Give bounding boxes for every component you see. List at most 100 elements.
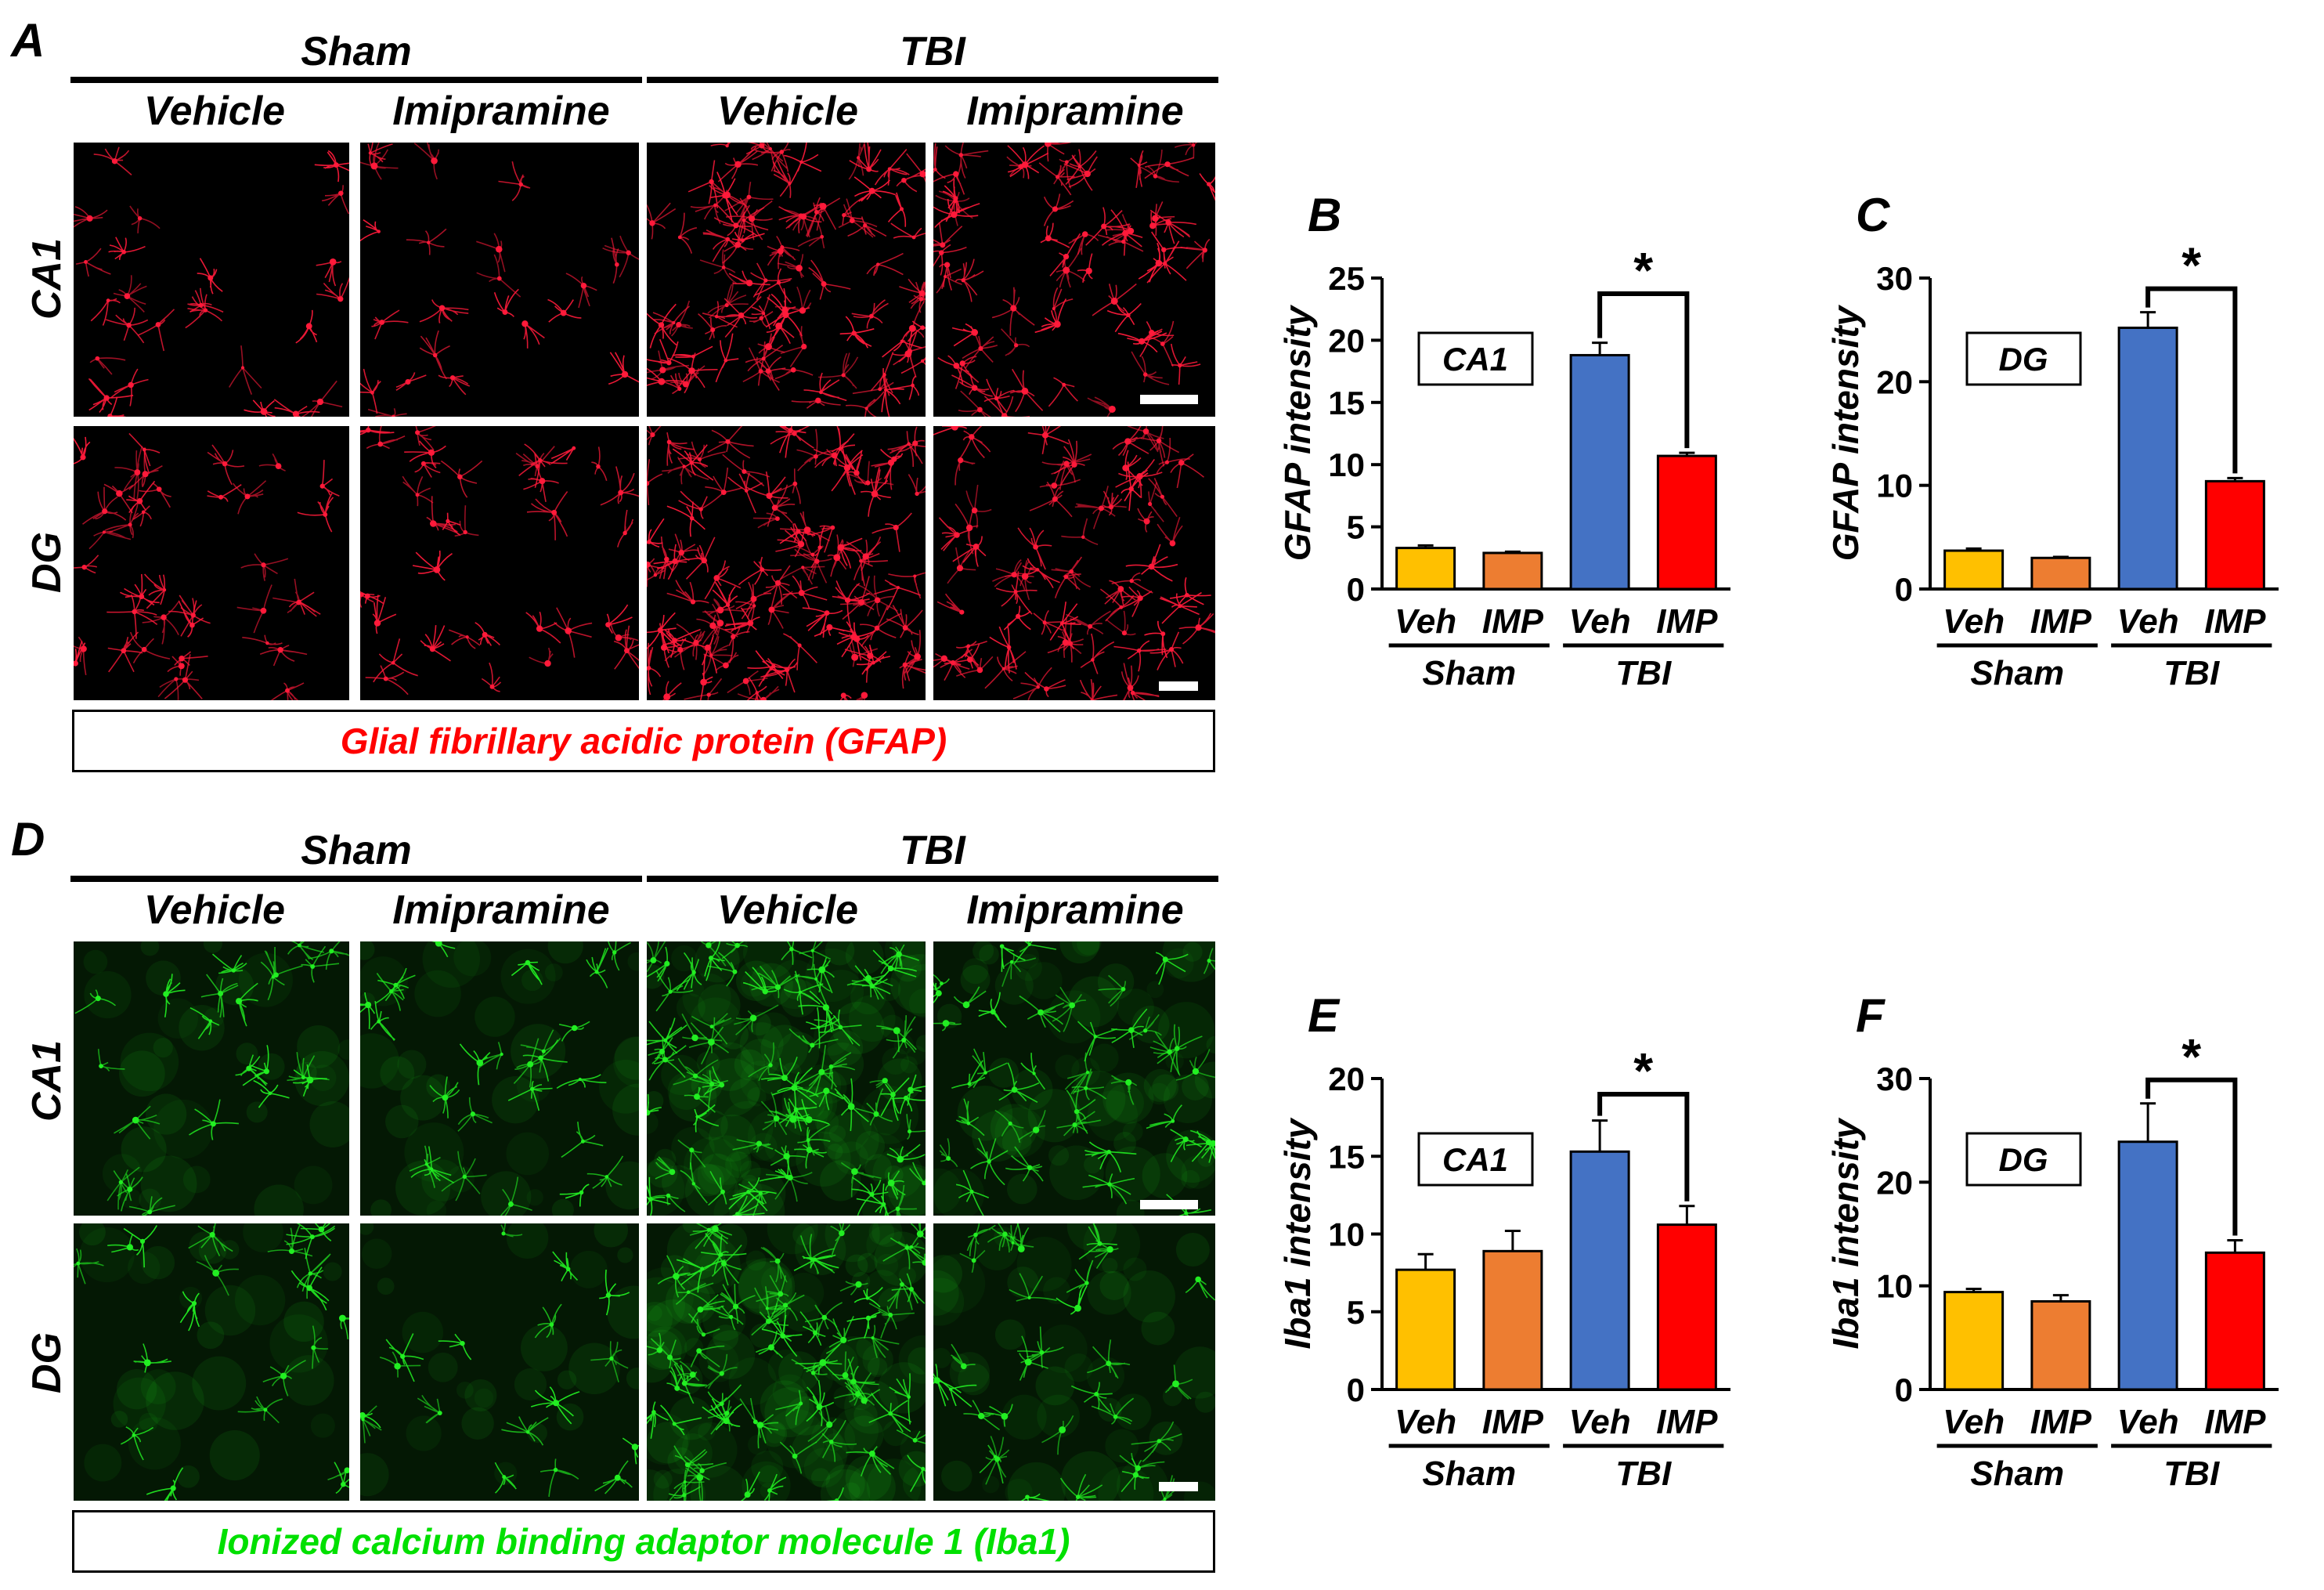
astrocyte [678, 490, 708, 519]
stain-haze [569, 1250, 608, 1288]
astrocyte [757, 336, 785, 354]
astrocyte [360, 143, 399, 180]
stain-haze [667, 1447, 695, 1475]
stain-haze [684, 1164, 739, 1216]
astrocyte [475, 622, 500, 646]
astrocyte [647, 303, 677, 349]
bar [2204, 1251, 2265, 1391]
stain-haze [1175, 1232, 1210, 1267]
astrocyte [652, 305, 690, 334]
stain-haze [654, 1148, 677, 1171]
stain-haze [866, 1225, 906, 1265]
stain-haze [568, 1342, 620, 1395]
microglia [647, 946, 670, 982]
y-tick-label: 10 [1876, 1268, 1913, 1305]
bar [1943, 1291, 2005, 1391]
micrograph-texture [647, 1223, 926, 1501]
stain-haze [713, 1223, 748, 1259]
stain-haze [1162, 1386, 1182, 1407]
bar [1569, 353, 1630, 591]
microglia [1010, 1223, 1030, 1252]
astrocyte [288, 591, 321, 617]
astrocyte [493, 288, 519, 317]
astrocyte [951, 374, 993, 397]
microglia [1071, 1068, 1107, 1100]
microglia [441, 1151, 487, 1202]
astrocyte [419, 330, 450, 380]
bar [1656, 454, 1717, 591]
microglia [501, 1416, 549, 1446]
astrocyte [952, 536, 987, 567]
x-tick-label: IMP [2030, 1403, 2092, 1441]
stain-haze [1157, 1002, 1215, 1059]
astrocyte [802, 607, 843, 638]
microglia [959, 1241, 986, 1273]
astrocyte [107, 631, 143, 673]
astrocyte [738, 556, 782, 586]
stain-haze [647, 1090, 664, 1111]
microglia [770, 1145, 807, 1179]
stain-haze [933, 1168, 985, 1216]
stain-haze [1113, 1132, 1137, 1155]
microglia [906, 1244, 926, 1267]
gfap-ca1-tbi-imipramine-image [933, 143, 1215, 417]
stain-haze [772, 1374, 808, 1410]
stain-haze [764, 1422, 785, 1444]
microglia [507, 1080, 553, 1111]
astrocyte [360, 219, 381, 242]
astrocyte [1104, 580, 1136, 606]
stain-haze [792, 1223, 815, 1246]
group-rule-tbi [647, 77, 1218, 83]
microglia [760, 1057, 803, 1090]
microglia [939, 1138, 958, 1168]
x-tick-label: IMP [1656, 602, 1718, 641]
astrocyte [846, 391, 885, 417]
condition-label-tbi-vehicle: Vehicle [716, 89, 859, 134]
microglia [933, 1020, 962, 1032]
microglia [906, 1114, 926, 1140]
stain-haze [1047, 990, 1101, 1044]
stain-haze [828, 1125, 846, 1142]
stain-haze [402, 1311, 444, 1353]
stain-haze [833, 1386, 857, 1410]
microglia [657, 1255, 691, 1298]
astrocyte [647, 558, 666, 587]
scale-bar [1159, 1482, 1198, 1491]
stain-haze [337, 1039, 349, 1061]
astrocyte [120, 573, 160, 606]
stain-haze [825, 1464, 865, 1501]
stain-haze [825, 941, 855, 966]
astrocyte [454, 505, 479, 537]
chart-panel-b: B 0 5 10 15 20 25 GFAP intensity CA1 Veh IMP Veh IMP… [1245, 157, 1746, 709]
significance-bracket [1597, 291, 1690, 449]
astrocyte [772, 160, 792, 198]
stain-haze [1166, 1129, 1215, 1183]
stain-haze [795, 1223, 846, 1276]
microglia [738, 1181, 770, 1216]
astrocyte [944, 143, 989, 179]
astrocyte [991, 287, 1035, 336]
stain-haze [915, 1035, 926, 1053]
stain-haze [878, 1362, 926, 1414]
stain-haze [728, 1357, 777, 1406]
stain-haze [283, 1355, 334, 1406]
stain-haze [820, 1160, 861, 1202]
stain-haze [310, 1413, 335, 1438]
panel-letter-d: D [11, 813, 45, 865]
astrocyte [803, 372, 847, 402]
micrograph-texture [74, 146, 349, 417]
astrocyte [1151, 231, 1188, 275]
microglia [586, 947, 609, 988]
microglia [885, 1170, 906, 1200]
region-label: CA1 [1442, 341, 1508, 378]
stain-haze [84, 1444, 122, 1482]
microglia [720, 1284, 756, 1324]
microglia [559, 1183, 590, 1207]
stain-haze [1114, 1393, 1152, 1431]
microglia [97, 1049, 125, 1071]
astrocyte [767, 235, 800, 266]
astrocyte [872, 512, 912, 552]
stain-haze [933, 1270, 959, 1316]
bar [2117, 327, 2178, 591]
group-label: TBI [1615, 1454, 1672, 1493]
